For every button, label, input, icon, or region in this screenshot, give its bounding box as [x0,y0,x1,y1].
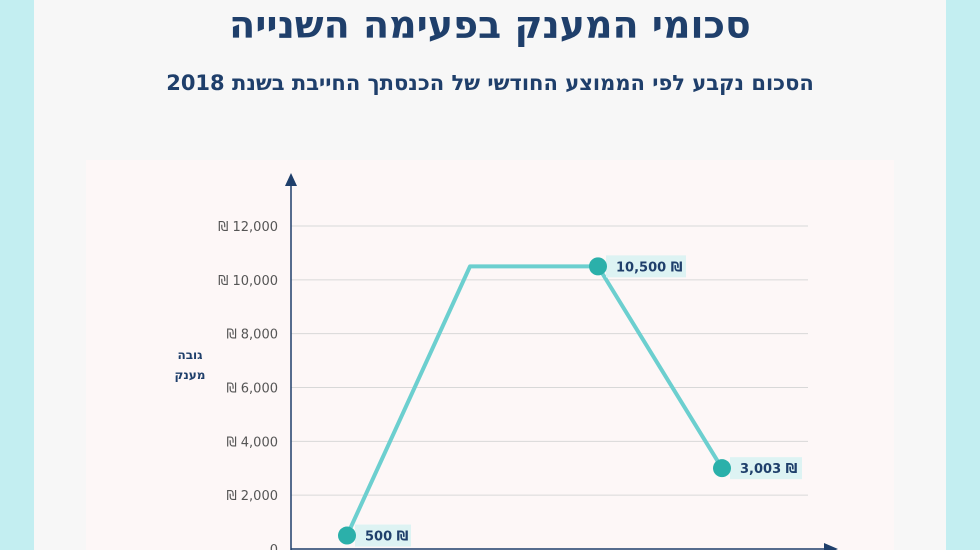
page: סכומי המענק בפעימה השנייה הסכום נקבע לפי… [34,0,946,550]
y-tick-label-4000: ₪ 4,000 [226,435,278,450]
data-label-2: 3,003 ₪ [740,462,798,477]
y-tick-label-2000: ₪ 2,000 [226,489,278,504]
data-point-marker-1 [589,257,607,276]
data-point-marker-2 [713,459,731,478]
y-tick-label-10000: ₪ 10,000 [218,274,278,289]
y-axis-arrow [285,173,297,186]
page-title: סכומי המענק בפעימה השנייה [229,3,751,47]
y-tick-label-0: 0 [270,543,278,550]
x-axis-arrow [824,543,838,550]
data-point-marker-0 [338,526,356,545]
y-axis-label-line-1: גובה [177,348,203,362]
data-label-1: 10,500 ₪ [616,260,683,275]
page-subtitle: הסכום נקבע לפי הממוצע החודשי של הכנסתך ה… [166,71,814,95]
y-tick-label-12000: ₪ 12,000 [218,220,278,235]
data-label-bg-0 [355,524,411,547]
data-label-0: 500 ₪ [365,530,409,545]
chart-panel: 0 ₪ 2,000 ₪ 4,000 ₪ 6,000 ₪ 8,000 ₪ 10,000 ₪ 1… [86,160,894,550]
series-line [345,264,724,538]
grant-line-chart: 0 ₪ 2,000 ₪ 4,000 ₪ 6,000 ₪ 8,000 ₪ 10,000 ₪ 1… [175,173,838,550]
data-label-bg-2 [730,457,802,480]
y-tick-label-8000: ₪ 8,000 [226,328,278,343]
y-tick-label-6000: ₪ 6,000 [226,382,278,397]
data-label-bg-1 [606,255,686,278]
y-axis-label-line-2: מענק [175,368,206,382]
